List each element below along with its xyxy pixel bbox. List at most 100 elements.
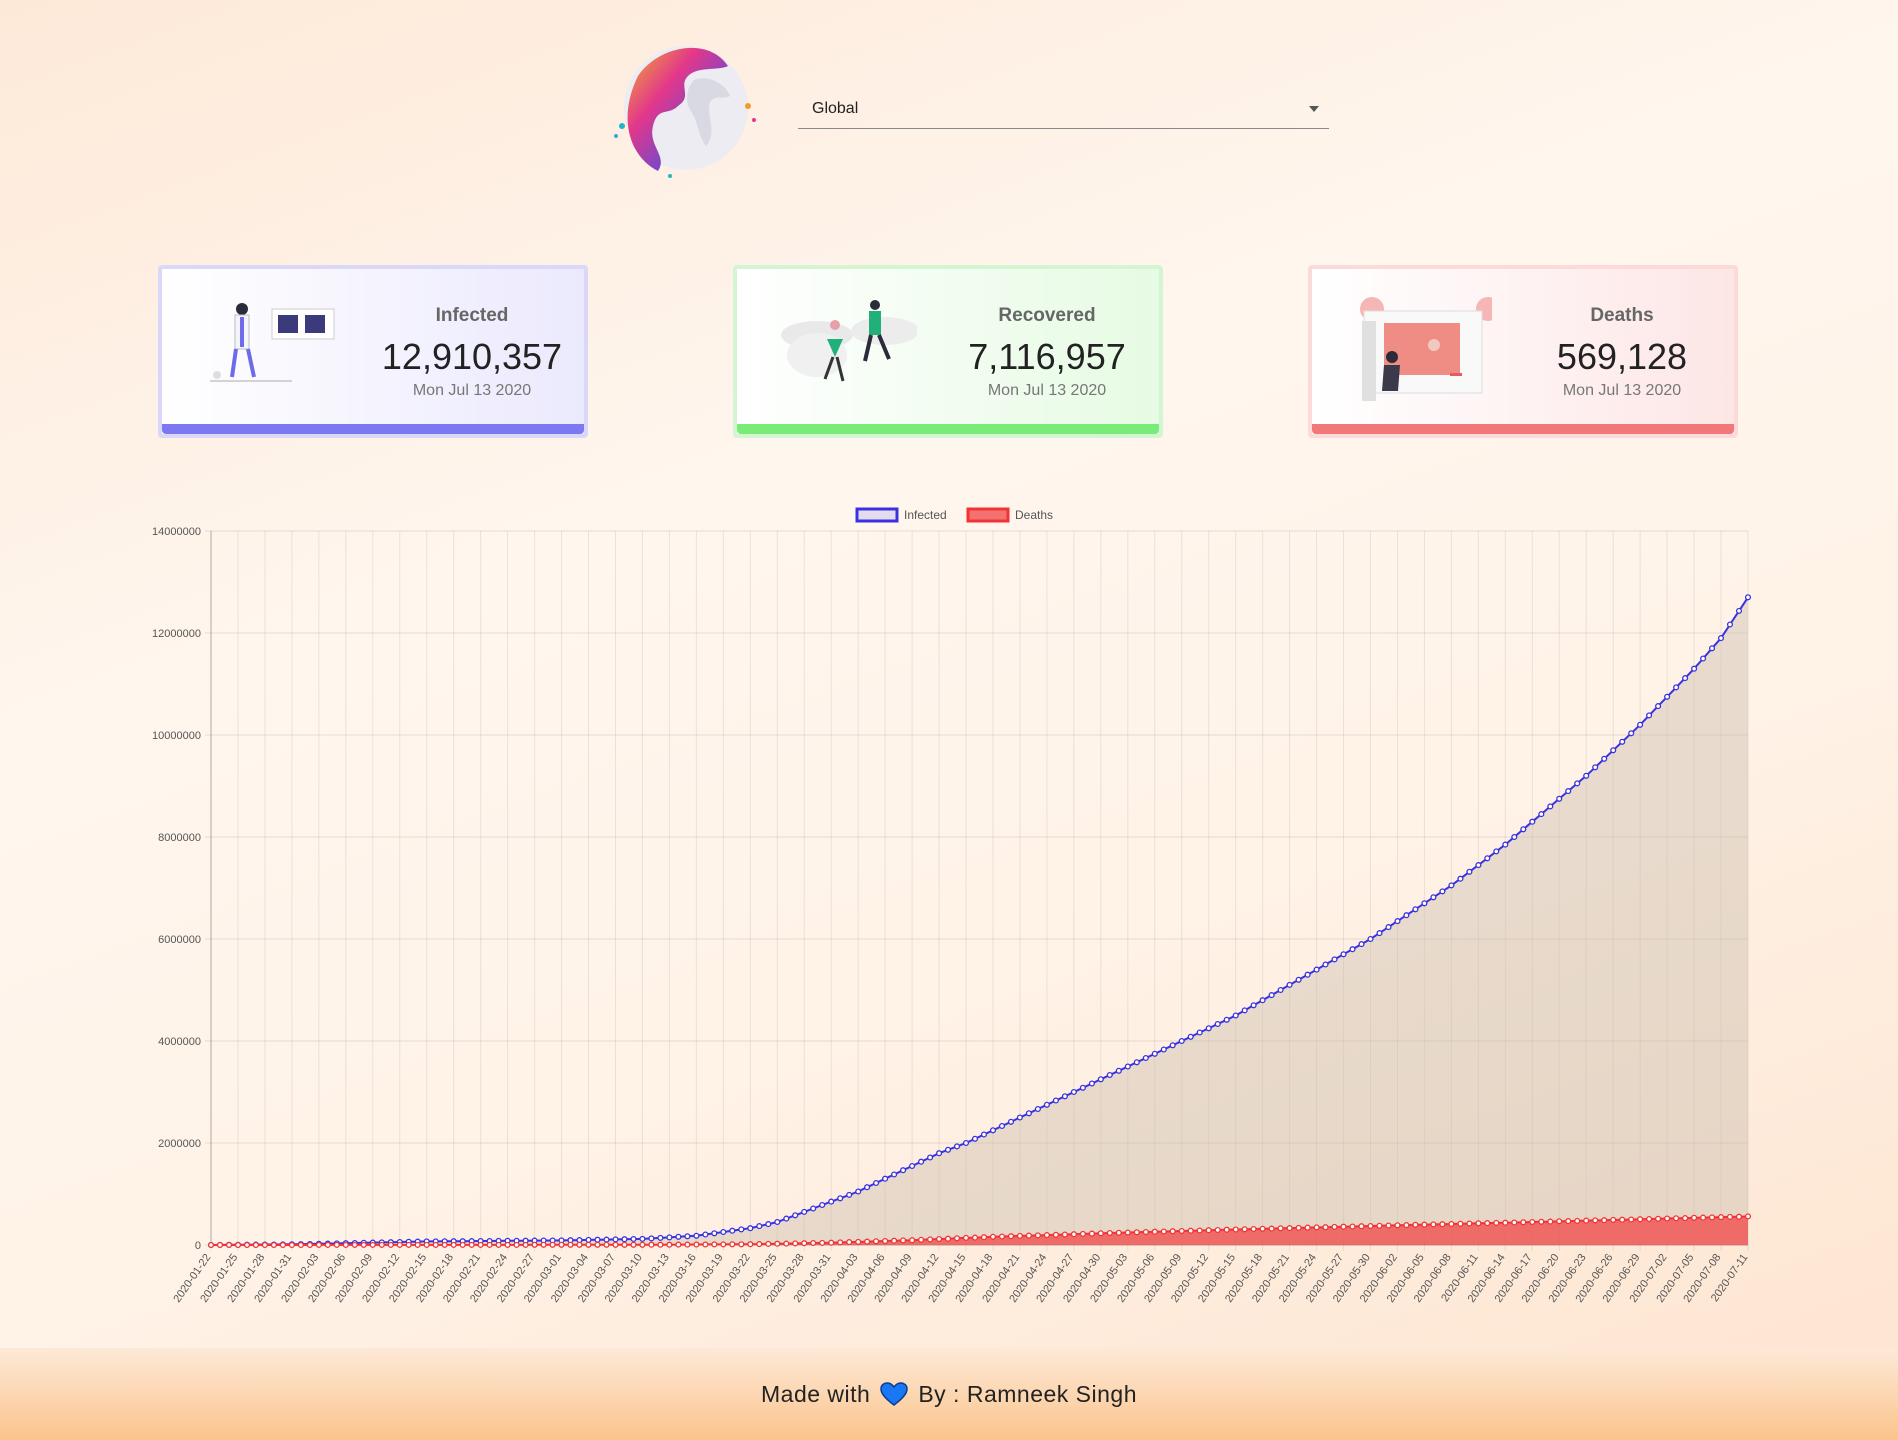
infected-point	[1142, 1054, 1149, 1062]
deaths-point	[468, 1241, 475, 1248]
infected-point	[971, 1135, 979, 1142]
infected-point	[1466, 868, 1473, 875]
deaths-point	[1250, 1225, 1257, 1233]
heart-icon	[880, 1382, 909, 1406]
deaths-point	[1295, 1224, 1302, 1231]
infected-point	[1367, 935, 1374, 943]
infected-point	[1700, 655, 1707, 662]
deaths-point	[477, 1241, 484, 1248]
deaths-point	[1115, 1229, 1122, 1236]
deaths-point	[882, 1237, 889, 1245]
deaths-point	[540, 1241, 547, 1248]
infected-point	[855, 1188, 862, 1195]
infected-point	[1223, 1016, 1230, 1023]
infected-point	[1430, 894, 1437, 901]
infected-point	[711, 1230, 718, 1237]
deaths-point	[738, 1241, 745, 1248]
infected-point	[1124, 1063, 1131, 1070]
deaths-point	[846, 1239, 853, 1246]
deaths-point	[1403, 1222, 1410, 1229]
infected-accent-bar	[162, 424, 584, 434]
legend-swatch	[855, 507, 899, 523]
infected-point	[989, 1127, 997, 1134]
deaths-point	[594, 1241, 601, 1248]
deaths-point	[495, 1241, 502, 1248]
deaths-point	[1106, 1229, 1113, 1237]
deaths-point	[612, 1241, 619, 1248]
deaths-point	[1691, 1214, 1698, 1221]
deaths-point	[648, 1241, 655, 1248]
deaths-point	[1358, 1223, 1365, 1230]
deaths-point	[900, 1237, 907, 1244]
deaths-point	[234, 1241, 242, 1249]
infected-point	[1250, 1002, 1257, 1009]
infected-point	[864, 1184, 871, 1191]
infected-point	[1070, 1088, 1077, 1096]
deaths-point	[1717, 1214, 1725, 1221]
infected-point	[1439, 888, 1446, 895]
deaths-point	[1556, 1218, 1563, 1225]
deaths-point	[342, 1241, 349, 1248]
doctor-illustration-icon	[210, 303, 335, 382]
infected-point	[1007, 1118, 1015, 1125]
deaths-point	[702, 1241, 709, 1248]
recovered-value: 7,116,957	[968, 336, 1126, 377]
deaths-point	[1520, 1219, 1527, 1226]
deaths-point	[1241, 1226, 1248, 1233]
deaths-point	[1331, 1223, 1338, 1230]
deaths-point	[396, 1241, 403, 1248]
deaths-point	[1394, 1222, 1401, 1229]
infected-point	[1574, 780, 1581, 787]
deaths-point	[1610, 1216, 1617, 1223]
deaths-point	[549, 1241, 556, 1248]
infected-point	[1115, 1067, 1122, 1074]
deaths-point	[1133, 1229, 1140, 1236]
deaths-point	[1070, 1231, 1077, 1238]
deaths-point	[936, 1235, 943, 1243]
infected-point	[1583, 772, 1590, 779]
deaths-value: 569,128	[1556, 336, 1688, 377]
deaths-point	[666, 1241, 673, 1248]
deaths-point	[918, 1236, 925, 1243]
deaths-point	[1205, 1227, 1212, 1234]
infected-point	[998, 1122, 1006, 1130]
infected-point	[828, 1198, 835, 1205]
infected-point	[1160, 1046, 1167, 1053]
deaths-point	[1646, 1215, 1653, 1223]
infected-point	[1421, 900, 1428, 907]
y-tick-label: 6000000	[158, 934, 201, 946]
deaths-point	[216, 1241, 224, 1249]
infected-point	[1088, 1080, 1095, 1087]
deaths-point	[1277, 1225, 1284, 1232]
deaths-accent-bar	[1312, 424, 1734, 434]
deaths-point	[693, 1241, 700, 1248]
deaths-point	[1592, 1217, 1599, 1224]
infected-point	[1061, 1093, 1068, 1100]
deaths-point	[369, 1241, 376, 1248]
cases-line-chart: 2020-01-222020-01-252020-01-282020-01-31…	[152, 507, 1752, 1305]
recovered-card: Recovered 7,116,957 Mon Jul 13 2020	[733, 265, 1163, 438]
infected-point	[1043, 1101, 1050, 1108]
infected-point	[792, 1212, 799, 1219]
infected-point	[1178, 1037, 1185, 1045]
country-select[interactable]: Global	[798, 88, 1329, 129]
infected-point	[1340, 951, 1347, 958]
infected-point	[1205, 1025, 1212, 1032]
deaths-point	[729, 1241, 736, 1248]
infected-point	[810, 1205, 817, 1212]
infected-point	[944, 1146, 952, 1153]
deaths-point	[1700, 1214, 1707, 1221]
infected-point	[1610, 747, 1617, 754]
recovered-accent-bar	[737, 424, 1159, 434]
infected-point	[1277, 986, 1284, 994]
deaths-point	[504, 1241, 511, 1248]
deaths-point	[819, 1239, 826, 1246]
infected-point	[747, 1225, 754, 1232]
deaths-point	[953, 1235, 961, 1242]
footer-author: By : Ramneek Singh	[918, 1380, 1137, 1407]
deaths-point	[1664, 1215, 1671, 1222]
deaths-point	[837, 1239, 844, 1246]
infected-point	[1241, 1007, 1248, 1014]
deaths-point	[783, 1240, 790, 1247]
deaths-point	[711, 1241, 718, 1248]
